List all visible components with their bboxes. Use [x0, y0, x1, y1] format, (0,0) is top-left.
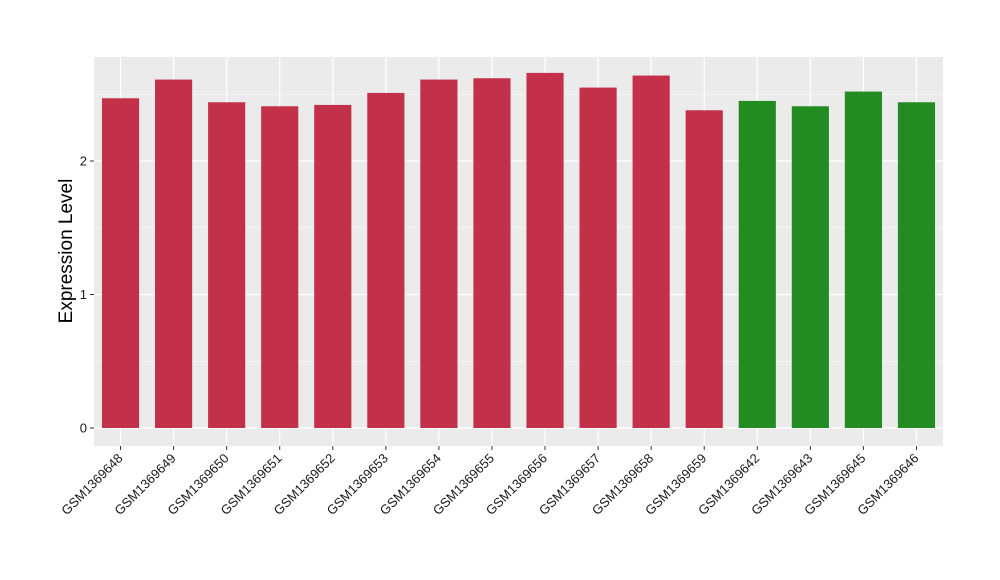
y-axis-title: Expression Level: [56, 179, 77, 324]
bars-group: [101, 72, 936, 429]
bar-GSM1369656: [526, 72, 564, 428]
y-tick-label: 2: [80, 154, 87, 169]
y-axis: 0 1 2: [80, 154, 94, 436]
y-tick-label: 1: [80, 287, 87, 302]
bar-GSM1369658: [632, 75, 670, 428]
x-axis: GSM1369648GSM1369649GSM1369650GSM1369651…: [58, 446, 922, 518]
bar-GSM1369655: [473, 78, 511, 428]
bar-GSM1369657: [579, 87, 617, 428]
bar-GSM1369659: [685, 110, 723, 429]
bar-GSM1369651: [261, 106, 299, 428]
bar-GSM1369649: [155, 79, 193, 428]
bar-GSM1369650: [208, 102, 246, 428]
bar-GSM1369648: [101, 98, 140, 428]
bar-GSM1369652: [314, 104, 352, 429]
bar-GSM1369653: [367, 92, 405, 428]
bar-GSM1369642: [738, 100, 776, 429]
bar-GSM1369646: [897, 102, 936, 428]
bar-GSM1369654: [420, 79, 458, 428]
bar-GSM1369645: [844, 91, 882, 428]
y-tick-label: 0: [80, 421, 87, 436]
bar-GSM1369643: [791, 106, 829, 428]
